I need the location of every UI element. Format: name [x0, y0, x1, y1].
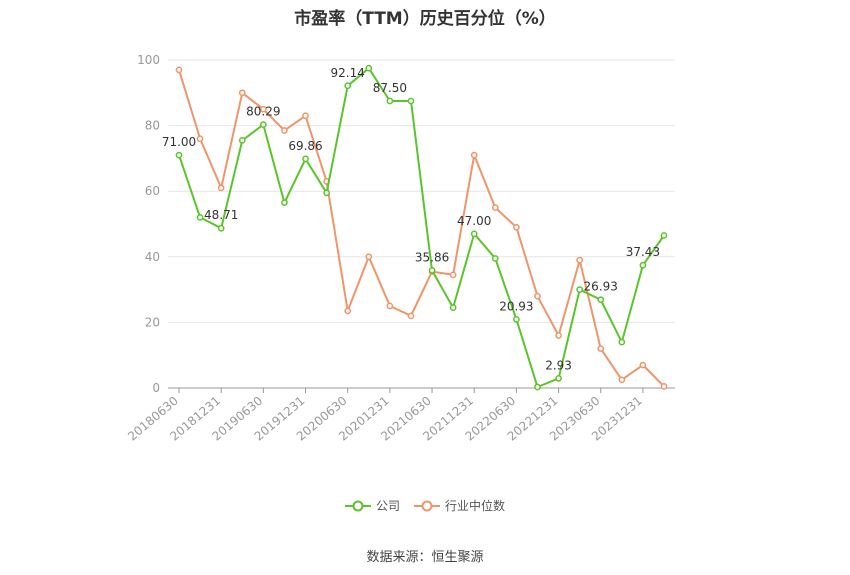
data-label: 26.93: [584, 280, 618, 294]
data-label: 80.29: [246, 105, 280, 119]
data-point-company: [428, 267, 436, 274]
y-tick-label: 0: [152, 381, 160, 395]
data-point-industry: [597, 345, 605, 352]
data-point-company: [660, 232, 668, 239]
data-point-company: [344, 82, 352, 90]
data-point-industry: [302, 112, 309, 120]
legend-swatch-company: [344, 500, 371, 511]
legend-label-industry: 行业中位数: [445, 499, 506, 513]
data-point-industry: [175, 66, 183, 74]
data-label: 35.86: [415, 250, 449, 264]
legend: 公司 行业中位数: [0, 497, 850, 514]
data-point-company: [238, 137, 246, 144]
data-point-industry: [386, 302, 394, 310]
data-label: 47.00: [457, 214, 491, 228]
data-point-company: [386, 97, 394, 105]
data-label: 2.93: [545, 358, 572, 372]
data-point-company: [217, 224, 225, 232]
data-point-company: [365, 64, 373, 72]
legend-item-industry[interactable]: 行业中位数: [414, 497, 505, 514]
y-tick-label: 100: [137, 53, 160, 67]
data-point-company: [618, 338, 626, 346]
data-point-industry: [576, 256, 584, 264]
data-point-company: [407, 97, 415, 105]
axis-layer: 0204060801002018063020181231201906302019…: [125, 53, 675, 444]
data-point-company: [302, 155, 309, 163]
data-point-industry: [618, 376, 626, 384]
data-label: 87.50: [373, 81, 407, 95]
chart-title: 市盈率（TTM）历史百分位（%）: [294, 9, 556, 29]
y-tick-label: 20: [145, 315, 160, 329]
data-point-industry: [639, 361, 647, 369]
data-point-company: [323, 189, 330, 197]
y-tick-label: 40: [145, 250, 160, 264]
legend-swatch-industry: [414, 500, 440, 511]
data-point-industry: [449, 271, 457, 279]
data-point-company: [597, 296, 605, 304]
data-point-company: [449, 304, 457, 311]
data-point-industry: [259, 105, 267, 113]
data-point-company: [639, 261, 647, 269]
data-point-company: [491, 255, 499, 262]
data-point-industry: [407, 312, 415, 320]
data-label: 71.00: [162, 135, 196, 149]
data-point-industry: [217, 184, 225, 192]
data-point-industry: [365, 253, 373, 261]
data-label: 69.86: [288, 139, 322, 153]
data-point-company: [259, 121, 267, 128]
legend-label-company: 公司: [375, 499, 400, 513]
data-point-company: [196, 214, 204, 221]
series-line-industry: [178, 69, 665, 388]
y-tick-label: 60: [145, 184, 160, 198]
data-point-industry: [344, 307, 352, 315]
data-point-company: [555, 375, 562, 382]
data-point-industry: [660, 383, 668, 390]
legend-item-company[interactable]: 公司: [344, 497, 400, 514]
data-point-industry: [491, 204, 499, 211]
data-source: 数据来源：恒生聚源: [366, 550, 484, 565]
data-point-industry: [238, 89, 246, 97]
data-point-company: [576, 286, 584, 293]
data-point-company: [281, 199, 288, 207]
data-point-company: [470, 230, 478, 238]
data-point-company: [534, 383, 541, 391]
data-point-company: [513, 315, 520, 323]
data-point-industry: [513, 223, 520, 231]
data-point-company: [175, 151, 183, 159]
data-label-layer: 71.00 48.71 80.29 69.86 92.14 87.50 35.86 47.00…: [162, 66, 660, 373]
data-point-industry: [470, 151, 478, 159]
data-point-industry: [534, 292, 541, 300]
data-label: 37.43: [626, 245, 660, 259]
y-tick-label: 80: [145, 119, 160, 133]
data-point-industry: [281, 127, 288, 134]
data-label: 20.93: [499, 299, 533, 313]
series-layer: [175, 64, 668, 391]
data-point-industry: [555, 332, 562, 339]
data-point-industry: [196, 135, 204, 143]
data-label: 48.71: [204, 208, 238, 222]
series-line-company: [178, 67, 665, 388]
data-label: 92.14: [331, 66, 365, 80]
